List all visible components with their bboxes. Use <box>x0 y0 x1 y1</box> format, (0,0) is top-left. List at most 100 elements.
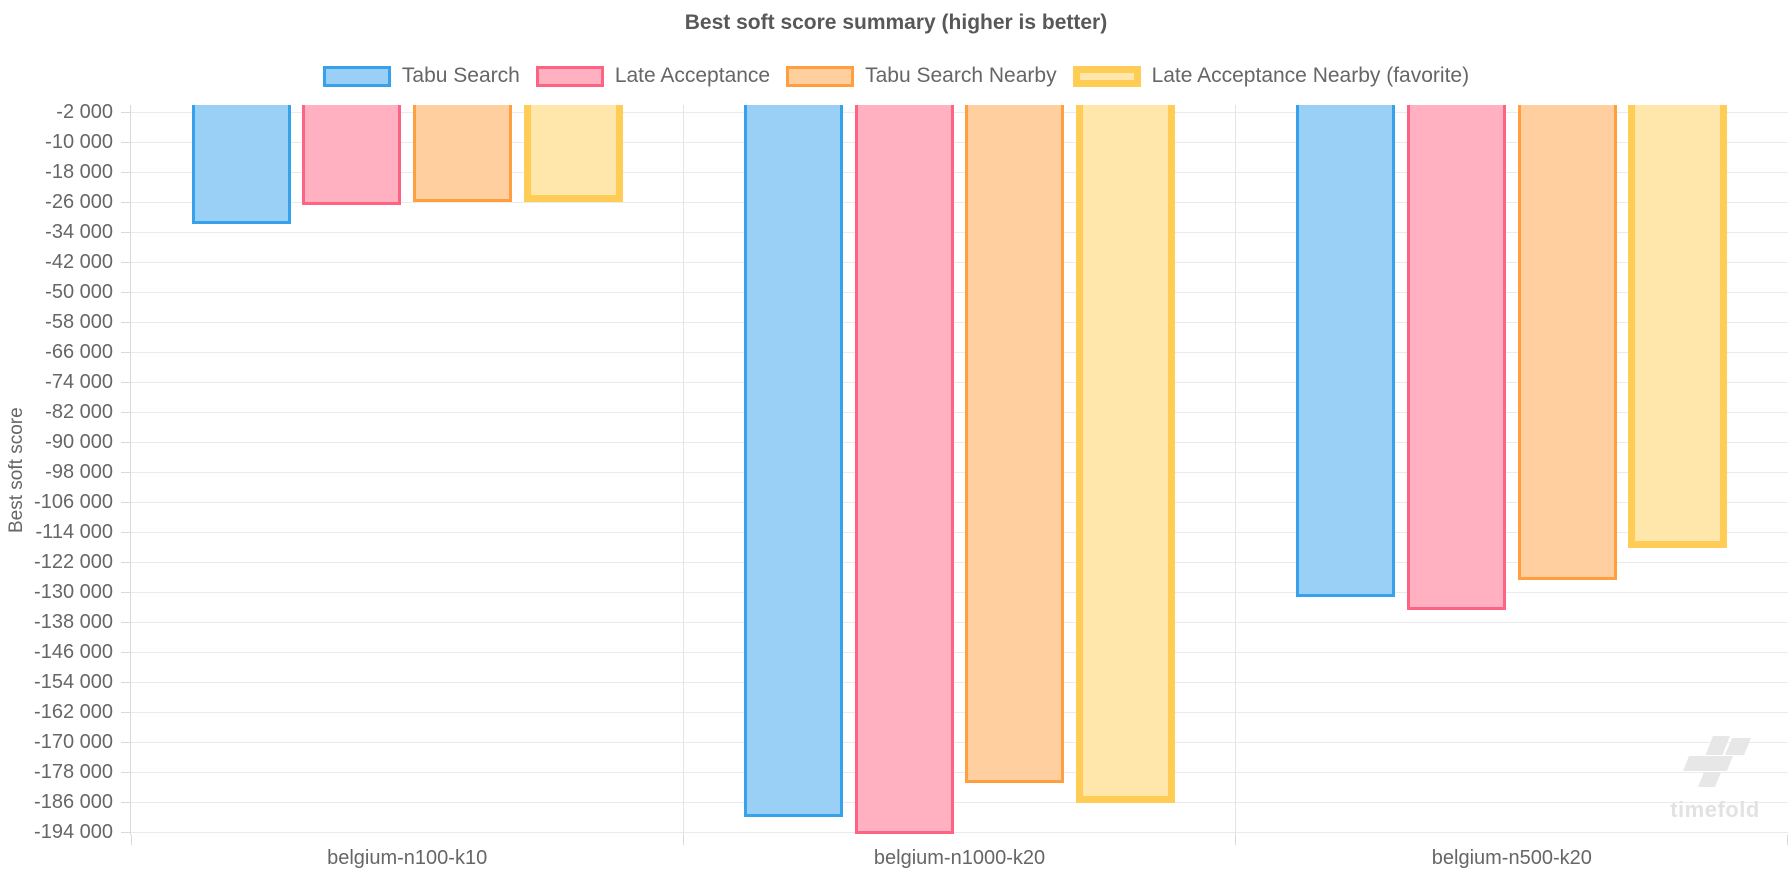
y-tick-mark <box>121 531 130 533</box>
bar-4-belgium-n100-k10[interactable] <box>523 105 623 202</box>
y-tick-mark <box>121 171 130 173</box>
gridline <box>131 471 1788 473</box>
y-tick-label: -42 000 <box>45 251 113 274</box>
bar-3-belgium-n500-k20[interactable] <box>1517 105 1617 581</box>
legend-item-late-acceptance[interactable]: Late Acceptance <box>535 64 771 88</box>
y-tick-mark <box>121 441 130 443</box>
gridline <box>131 171 1788 173</box>
y-tick-mark <box>121 621 130 623</box>
plot-area <box>121 105 1788 845</box>
gridline <box>131 111 1788 113</box>
chart-title: Best soft score summary (higher is bette… <box>684 11 1108 34</box>
y-tick-mark <box>121 231 130 233</box>
bar-3-belgium-n100-k10[interactable] <box>413 105 513 203</box>
x-tick-mark <box>130 835 132 845</box>
x-tick-mark <box>1235 835 1237 845</box>
legend-item-late-acceptance-nearby-favorite[interactable]: Late Acceptance Nearby (favorite) <box>1072 64 1470 88</box>
x-category-label: belgium-n1000-k20 <box>873 847 1046 869</box>
y-tick-label: -178 000 <box>34 761 113 784</box>
y-tick-mark <box>121 111 130 113</box>
gridline <box>131 681 1788 683</box>
y-tick-label: -170 000 <box>34 731 113 754</box>
gridline <box>131 591 1788 593</box>
bar-2-belgium-n100-k10[interactable] <box>302 105 402 206</box>
bar-4-belgium-n500-k20[interactable] <box>1628 105 1728 548</box>
gridline <box>131 561 1788 563</box>
gridline <box>131 651 1788 653</box>
x-tick-mark <box>682 835 684 845</box>
y-tick-label: -106 000 <box>34 491 113 514</box>
y-tick-mark <box>121 411 130 413</box>
gridline <box>131 261 1788 263</box>
y-tick-label: -154 000 <box>34 671 113 694</box>
watermark-text: timefold <box>1670 797 1760 822</box>
y-tick-label: -130 000 <box>34 581 113 604</box>
y-tick-mark <box>121 591 130 593</box>
y-tick-mark <box>121 471 130 473</box>
gridline <box>131 381 1788 383</box>
y-tick-label: -114 000 <box>35 521 113 544</box>
y-tick-label: -66 000 <box>45 341 113 364</box>
x-category-label: belgium-n500-k20 <box>1431 847 1592 869</box>
y-tick-label: -18 000 <box>45 161 113 184</box>
y-tick-mark <box>121 291 130 293</box>
y-tick-label: -146 000 <box>34 641 113 664</box>
bar-1-belgium-n1000-k20[interactable] <box>743 105 843 817</box>
y-tick-mark <box>121 651 130 653</box>
legend-label: Tabu Search <box>401 64 520 87</box>
gridline <box>131 291 1788 293</box>
gridline <box>131 831 1788 833</box>
gridline <box>131 321 1788 323</box>
y-tick-mark <box>121 801 130 803</box>
legend-swatch <box>535 65 604 87</box>
bar-3-belgium-n1000-k20[interactable] <box>965 105 1065 784</box>
gridline <box>131 501 1788 503</box>
watermark: timefold <box>1660 729 1770 823</box>
bar-1-belgium-n500-k20[interactable] <box>1296 105 1396 598</box>
gridline <box>131 621 1788 623</box>
y-tick-mark <box>121 561 130 563</box>
y-tick-mark <box>121 321 130 323</box>
gridline <box>131 771 1788 773</box>
y-tick-mark <box>121 261 130 263</box>
bar-2-belgium-n500-k20[interactable] <box>1406 105 1506 610</box>
y-tick-label: -10 000 <box>45 131 113 154</box>
y-tick-mark <box>121 201 130 203</box>
y-tick-mark <box>121 711 130 713</box>
category-separator <box>682 105 684 835</box>
y-tick-mark <box>121 501 130 503</box>
legend-label: Tabu Search Nearby <box>865 64 1057 87</box>
y-tick-label: -26 000 <box>45 191 113 214</box>
y-tick-mark <box>121 681 130 683</box>
gridline <box>131 411 1788 413</box>
x-tick-mark <box>1786 835 1788 845</box>
legend: Tabu Search Late Acceptance Tabu Search Ne… <box>0 64 1792 88</box>
y-tick-label: -2 000 <box>56 101 113 124</box>
bar-1-belgium-n100-k10[interactable] <box>191 105 291 224</box>
legend-item-tabu-search-nearby[interactable]: Tabu Search Nearby <box>786 64 1057 88</box>
legend-label: Late Acceptance <box>614 64 771 87</box>
bar-4-belgium-n1000-k20[interactable] <box>1076 105 1176 803</box>
y-tick-mark <box>121 741 130 743</box>
y-tick-label: -122 000 <box>34 551 113 574</box>
gridline <box>131 531 1788 533</box>
legend-label: Late Acceptance Nearby (favorite) <box>1151 64 1470 87</box>
y-tick-label: -90 000 <box>45 431 113 454</box>
y-tick-label: -50 000 <box>45 281 113 304</box>
gridline <box>131 141 1788 143</box>
y-tick-mark <box>121 771 130 773</box>
gridline <box>131 231 1788 233</box>
y-tick-label: -34 000 <box>45 221 113 244</box>
y-axis-line <box>130 105 131 835</box>
bar-2-belgium-n1000-k20[interactable] <box>854 105 954 835</box>
gridline <box>131 801 1788 803</box>
gridline <box>131 711 1788 713</box>
y-tick-label: -138 000 <box>34 611 113 634</box>
y-tick-label: -98 000 <box>45 461 113 484</box>
legend-swatch <box>322 65 391 87</box>
legend-item-tabu-search[interactable]: Tabu Search <box>322 64 520 88</box>
gridline <box>131 351 1788 353</box>
y-tick-label: -82 000 <box>45 401 113 424</box>
gridline <box>131 741 1788 743</box>
y-tick-label: -74 000 <box>45 371 113 394</box>
